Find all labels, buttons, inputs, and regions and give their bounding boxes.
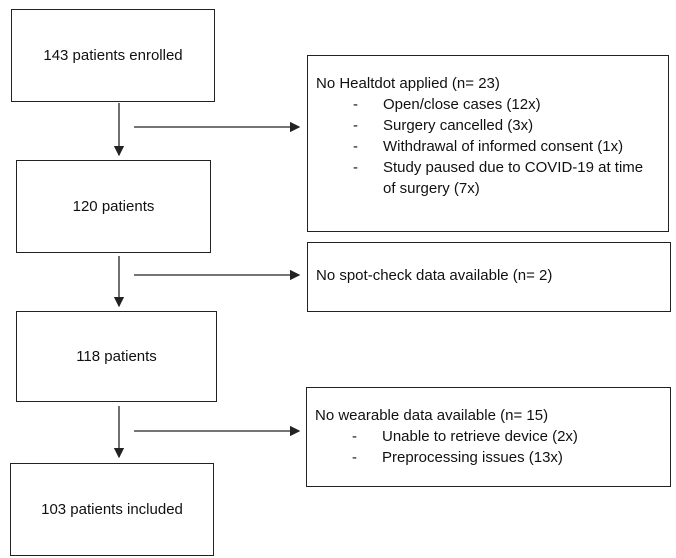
exclusion-title: No Healtdot applied (n= 23) (316, 75, 500, 92)
exclusion-item: Surgery cancelled (3x) (353, 115, 658, 136)
exclusion-title: No wearable data available (n= 15) (315, 407, 549, 424)
node: 118 patients (16, 311, 217, 402)
exclusion-item: Study paused due to COVID-19 at time of … (353, 157, 658, 199)
exclusion-list: Open/close cases (12x)Surgery cancelled … (316, 94, 658, 199)
node: 120 patients (16, 160, 211, 253)
arrow-lines (113, 103, 301, 459)
exclusion-box: No spot-check data available (n= 2) (307, 242, 671, 312)
node-label: 118 patients (76, 348, 157, 365)
exclusion-item: Preprocessing issues (13x) (352, 447, 660, 468)
exclusion-title: No spot-check data available (n= 2) (316, 267, 553, 284)
node: 103 patients included (10, 463, 214, 556)
node-label: 143 patients enrolled (43, 47, 183, 64)
node: 143 patients enrolled (11, 9, 215, 102)
exclusion-item: Open/close cases (12x) (353, 94, 658, 115)
exclusion-item: Withdrawal of informed consent (1x) (353, 136, 658, 157)
exclusion-list: Unable to retrieve device (2x)Preprocess… (315, 426, 660, 468)
node-label: 120 patients (72, 198, 155, 215)
node-label: 103 patients included (41, 501, 183, 518)
exclusion-box: No wearable data available (n= 15) Unabl… (306, 387, 671, 487)
exclusion-box: No Healtdot applied (n= 23) Open/close c… (307, 55, 669, 232)
exclusion-item: Unable to retrieve device (2x) (352, 426, 660, 447)
